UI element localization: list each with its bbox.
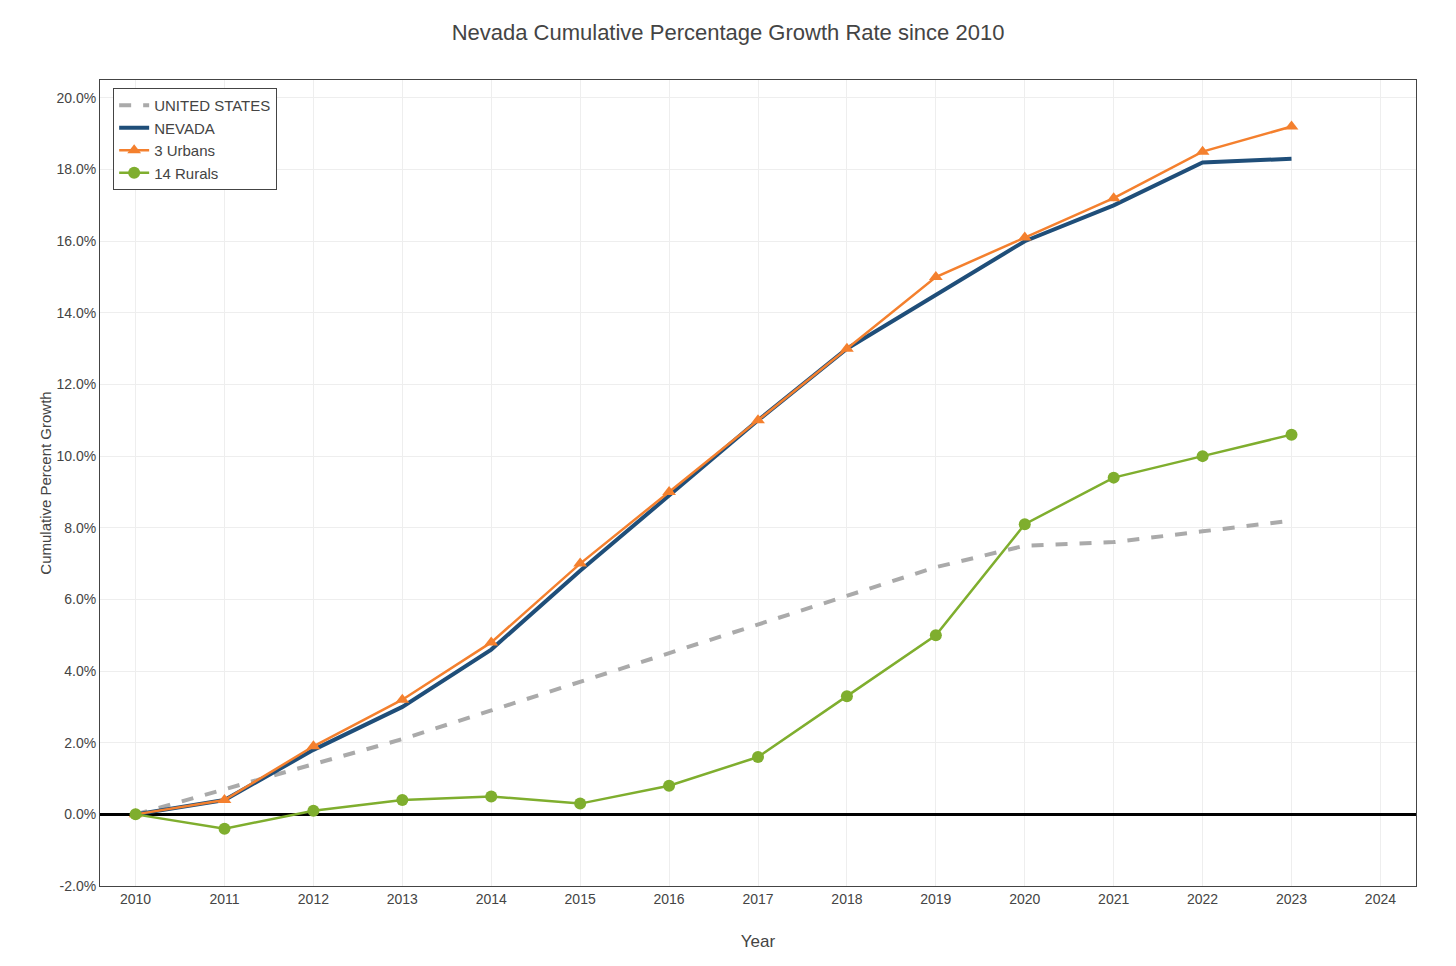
- svg-text:2021: 2021: [1098, 891, 1129, 907]
- svg-text:2017: 2017: [742, 891, 773, 907]
- svg-text:2022: 2022: [1187, 891, 1218, 907]
- svg-text:2018: 2018: [831, 891, 862, 907]
- svg-text:12.0%: 12.0%: [56, 376, 96, 392]
- svg-text:2014: 2014: [476, 891, 507, 907]
- svg-text:20.0%: 20.0%: [56, 90, 96, 106]
- svg-text:NEVADA: NEVADA: [154, 120, 215, 137]
- svg-text:2.0%: 2.0%: [64, 735, 96, 751]
- svg-text:-2.0%: -2.0%: [60, 878, 97, 894]
- svg-text:2024: 2024: [1365, 891, 1396, 907]
- svg-text:2013: 2013: [387, 891, 418, 907]
- svg-text:Cumulative Percent Growth: Cumulative Percent Growth: [37, 391, 54, 574]
- svg-text:2019: 2019: [920, 891, 951, 907]
- svg-text:4.0%: 4.0%: [64, 663, 96, 679]
- svg-text:2016: 2016: [654, 891, 685, 907]
- svg-text:Nevada Cumulative Percentage G: Nevada Cumulative Percentage Growth Rate…: [452, 20, 1005, 45]
- svg-text:14.0%: 14.0%: [56, 305, 96, 321]
- svg-text:8.0%: 8.0%: [64, 520, 96, 536]
- svg-text:2010: 2010: [120, 891, 151, 907]
- svg-text:2020: 2020: [1009, 891, 1040, 907]
- svg-text:2011: 2011: [209, 891, 239, 907]
- svg-text:0.0%: 0.0%: [64, 806, 96, 822]
- svg-text:6.0%: 6.0%: [64, 591, 96, 607]
- svg-text:2012: 2012: [298, 891, 329, 907]
- svg-text:14 Rurals: 14 Rurals: [154, 165, 218, 182]
- svg-text:2015: 2015: [565, 891, 596, 907]
- svg-text:Year: Year: [741, 932, 776, 951]
- svg-text:2023: 2023: [1276, 891, 1307, 907]
- svg-text:10.0%: 10.0%: [56, 448, 96, 464]
- svg-text:16.0%: 16.0%: [56, 233, 96, 249]
- svg-text:UNITED STATES: UNITED STATES: [154, 97, 270, 114]
- svg-text:18.0%: 18.0%: [56, 161, 96, 177]
- svg-text:3 Urbans: 3 Urbans: [154, 142, 215, 159]
